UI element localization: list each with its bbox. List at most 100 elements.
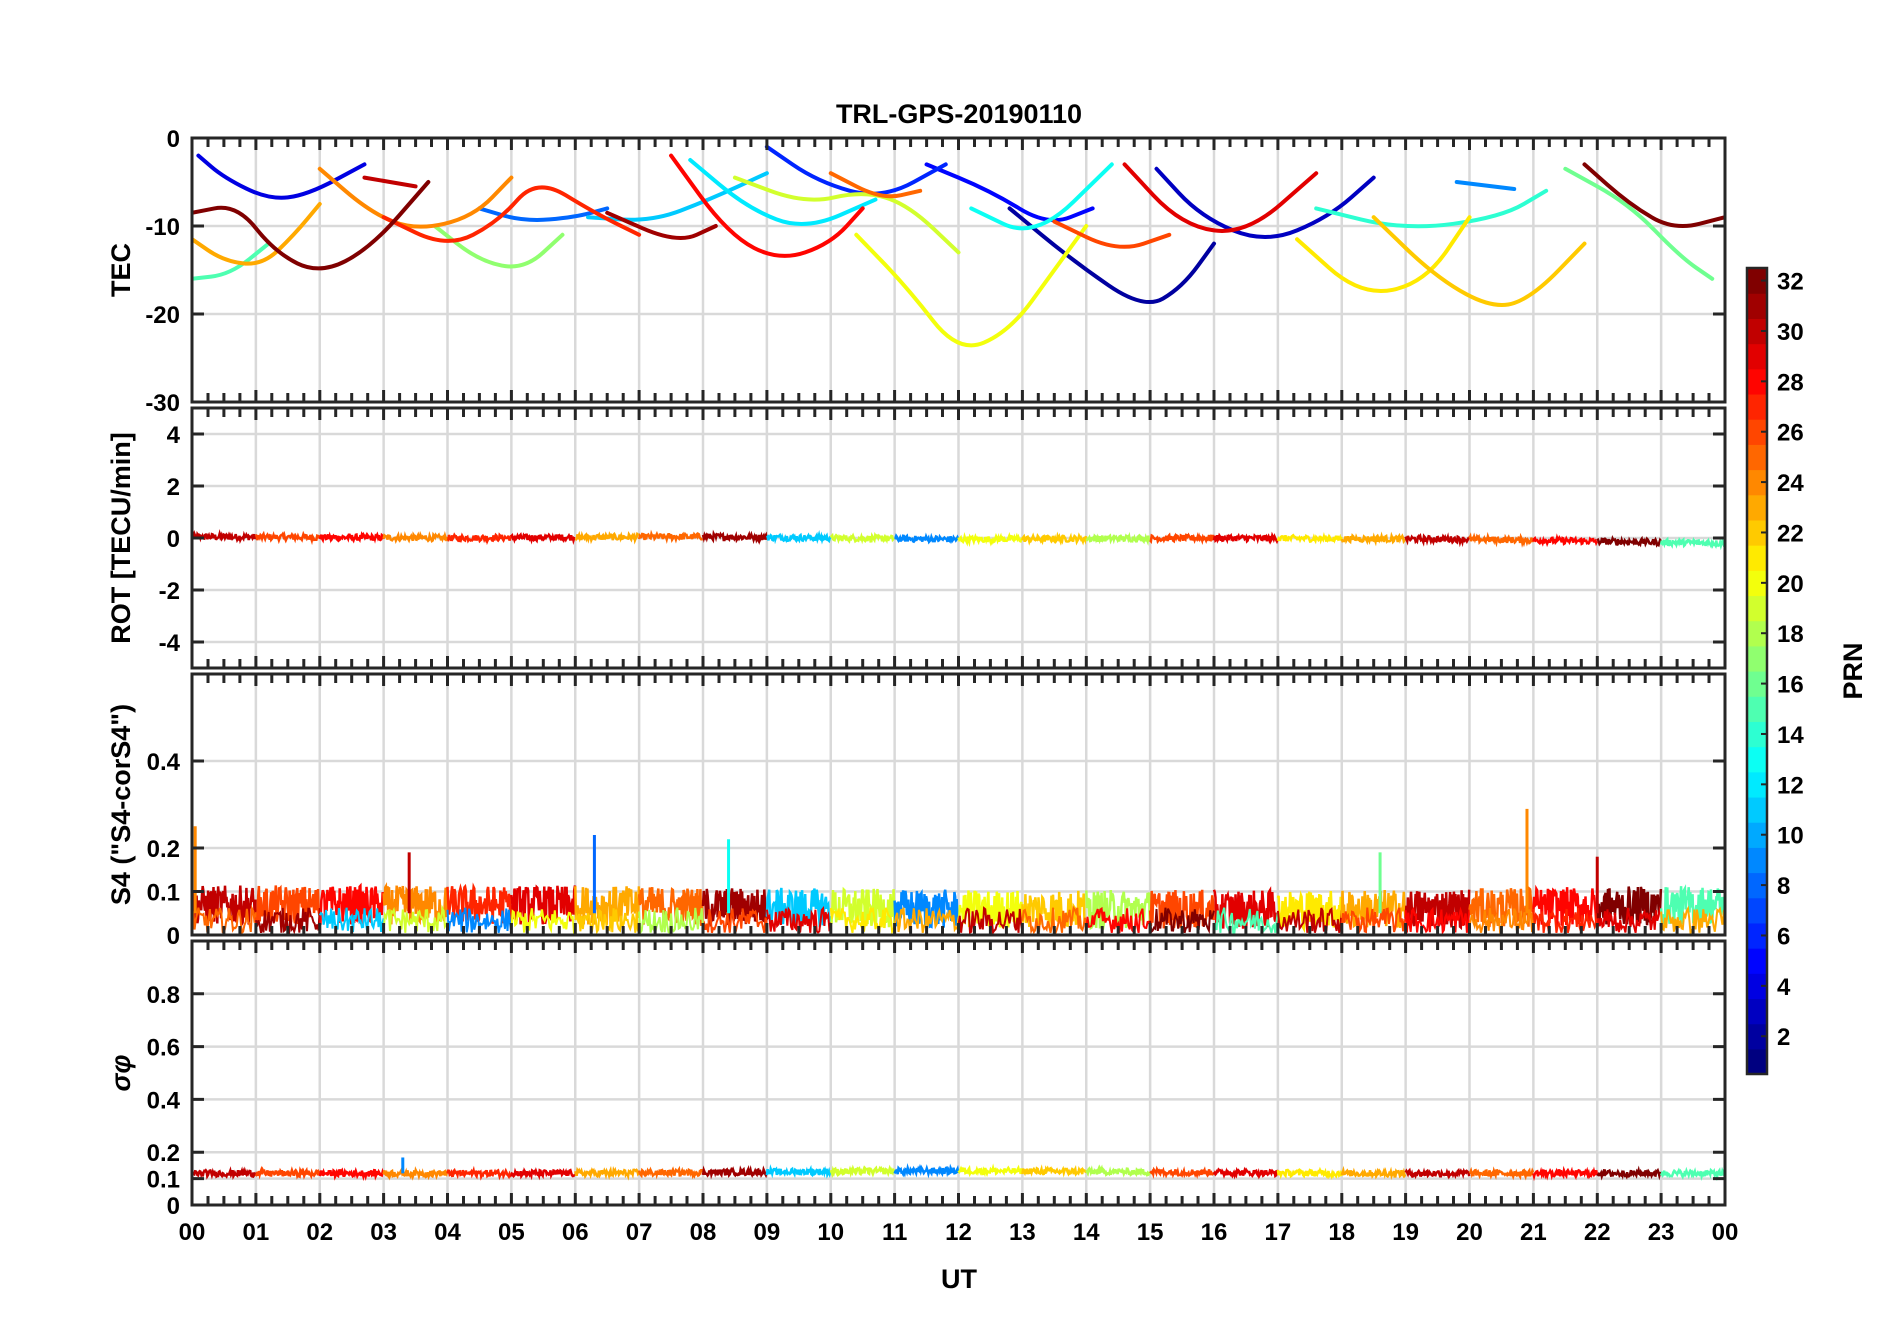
series-trace xyxy=(447,532,513,546)
series-trace xyxy=(1659,1166,1725,1182)
series-trace xyxy=(1596,1165,1663,1181)
series-line xyxy=(828,171,923,199)
x-tick-label: 05 xyxy=(498,1219,525,1246)
colorbar-tick-label: 24 xyxy=(1777,470,1804,497)
colorbar-segment xyxy=(1747,796,1767,823)
colorbar-tick-label: 12 xyxy=(1777,772,1804,799)
series-trace xyxy=(446,1165,513,1181)
series-trace xyxy=(318,531,385,544)
series-line xyxy=(969,162,1114,231)
series-trace xyxy=(1532,533,1599,548)
x-ticks xyxy=(190,138,1727,402)
colorbar-segment xyxy=(1747,973,1767,1000)
colorbar-segment xyxy=(1747,998,1767,1025)
series-trace xyxy=(1468,1166,1535,1181)
colorbar-segment xyxy=(1747,671,1767,697)
colorbar-tick-label: 6 xyxy=(1777,923,1790,950)
x-tick-label: 08 xyxy=(690,1219,717,1246)
colorbar-tick-label: 10 xyxy=(1777,823,1804,850)
colorbar-segment xyxy=(1747,746,1767,773)
series-line xyxy=(586,171,769,222)
x-ticks xyxy=(190,674,1727,935)
series-line xyxy=(477,206,610,222)
x-tick-label: 13 xyxy=(1009,1219,1036,1246)
y-axis-label: σφ xyxy=(106,1055,136,1092)
y-tick-label: 0.6 xyxy=(147,1035,180,1062)
series-line xyxy=(732,175,961,255)
y-tick-label: 0.4 xyxy=(147,749,181,776)
series-line xyxy=(1371,215,1587,307)
colorbar-tick-label: 4 xyxy=(1777,974,1791,1001)
colorbar-segment xyxy=(1747,393,1767,420)
series-trace xyxy=(382,1166,449,1181)
series-line xyxy=(1007,206,1216,304)
x-tick-label: 14 xyxy=(1073,1219,1100,1246)
x-tick-label: 16 xyxy=(1201,1219,1228,1246)
series-trace xyxy=(637,1165,704,1180)
colorbar-tick-label: 2 xyxy=(1777,1024,1790,1051)
panel-tec: 0 -10 -20 -30 TEC xyxy=(106,126,1727,417)
series-trace xyxy=(637,529,704,545)
colorbar-segment xyxy=(1747,545,1767,571)
y-ticks xyxy=(192,432,1725,644)
x-tick-label: 23 xyxy=(1648,1219,1675,1246)
x-tick-label: 22 xyxy=(1584,1219,1611,1246)
colorbar-segment xyxy=(1747,948,1767,974)
series-trace xyxy=(1149,907,1215,935)
colorbar-segment xyxy=(1747,293,1767,319)
series-trace xyxy=(829,531,896,545)
series-trace xyxy=(1468,531,1535,548)
panel-s4: 0 0.1 0.2 0.4 S4 ("S4-corS4") xyxy=(106,672,1727,950)
series-line xyxy=(605,210,718,240)
colorbar-segment xyxy=(1747,343,1767,370)
series-line xyxy=(924,162,1095,223)
series-trace xyxy=(957,531,1024,548)
series-line xyxy=(196,153,367,200)
x-tick-label: 18 xyxy=(1328,1219,1355,1246)
series-line xyxy=(1582,162,1725,228)
series-line xyxy=(192,180,431,271)
series-line xyxy=(1454,180,1517,192)
colorbar-segment xyxy=(1747,1048,1767,1075)
colorbar-tick-label: 30 xyxy=(1777,319,1804,346)
chart-title: TRL-GPS-20190110 xyxy=(836,99,1082,129)
x-ticks xyxy=(190,408,1727,668)
series-trace xyxy=(1404,532,1471,548)
series-trace xyxy=(638,907,704,935)
series-line xyxy=(1295,215,1472,293)
series-line xyxy=(1563,166,1715,281)
y-tick-label: 0.2 xyxy=(147,836,180,863)
colorbar-segment xyxy=(1747,645,1767,672)
series-trace xyxy=(510,908,577,935)
colorbar-segment xyxy=(1747,494,1767,521)
colorbar-segment xyxy=(1747,872,1767,899)
colorbar-segment xyxy=(1747,519,1767,546)
y-tick-label: 4 xyxy=(167,422,181,449)
y-tick-label: -4 xyxy=(159,630,181,657)
colorbar-tick-label: 18 xyxy=(1777,621,1804,648)
y-tick-label: 2 xyxy=(167,474,180,501)
colorbar-tick-label: 20 xyxy=(1777,571,1804,598)
y-tick-label: 0.8 xyxy=(147,982,180,1009)
series-trace xyxy=(957,1163,1024,1178)
series-trace xyxy=(1212,531,1279,545)
series-trace xyxy=(1149,1165,1215,1180)
series-trace xyxy=(1212,1166,1279,1180)
y-tick-label: -30 xyxy=(145,390,180,417)
series-trace xyxy=(1532,907,1599,934)
colorbar-segment xyxy=(1747,897,1767,924)
series-trace xyxy=(701,529,768,546)
data-s4 xyxy=(192,808,1725,935)
series-line xyxy=(381,185,642,243)
series-trace xyxy=(318,907,385,933)
series-trace xyxy=(510,532,576,545)
x-tick-label: 07 xyxy=(626,1219,653,1246)
colorbar-label: PRN xyxy=(1838,642,1868,699)
series-line xyxy=(854,224,1089,348)
series-line xyxy=(1122,162,1319,233)
series-line xyxy=(764,144,948,196)
series-line xyxy=(192,202,322,266)
series-line xyxy=(1314,188,1549,229)
series-trace xyxy=(1276,890,1343,934)
